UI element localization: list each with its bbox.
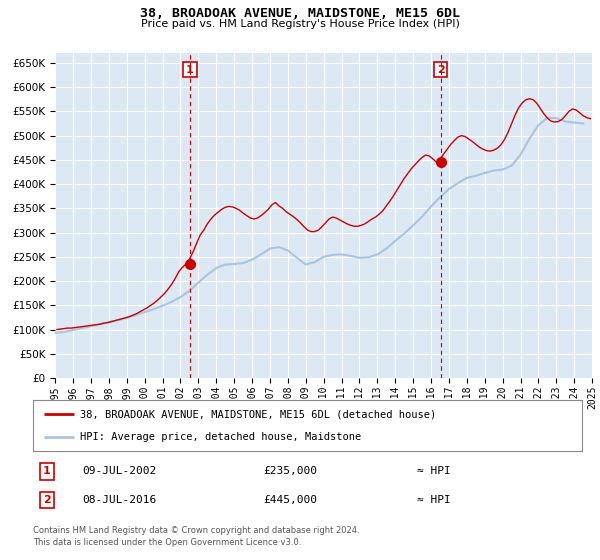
Text: This data is licensed under the Open Government Licence v3.0.: This data is licensed under the Open Gov…: [33, 538, 301, 547]
Text: ≈ HPI: ≈ HPI: [418, 466, 451, 476]
Text: 2: 2: [43, 495, 50, 505]
Text: £235,000: £235,000: [263, 466, 317, 476]
Text: 08-JUL-2016: 08-JUL-2016: [82, 495, 157, 505]
Text: HPI: Average price, detached house, Maidstone: HPI: Average price, detached house, Maid…: [80, 432, 361, 442]
Text: ≈ HPI: ≈ HPI: [418, 495, 451, 505]
Text: 09-JUL-2002: 09-JUL-2002: [82, 466, 157, 476]
Text: £445,000: £445,000: [263, 495, 317, 505]
Text: 1: 1: [43, 466, 50, 476]
Text: Price paid vs. HM Land Registry's House Price Index (HPI): Price paid vs. HM Land Registry's House …: [140, 19, 460, 29]
Text: 1: 1: [186, 64, 194, 74]
Text: Contains HM Land Registry data © Crown copyright and database right 2024.: Contains HM Land Registry data © Crown c…: [33, 526, 359, 535]
Text: 2: 2: [437, 64, 445, 74]
Text: 38, BROADOAK AVENUE, MAIDSTONE, ME15 6DL (detached house): 38, BROADOAK AVENUE, MAIDSTONE, ME15 6DL…: [80, 409, 436, 419]
Text: 38, BROADOAK AVENUE, MAIDSTONE, ME15 6DL: 38, BROADOAK AVENUE, MAIDSTONE, ME15 6DL: [140, 7, 460, 20]
